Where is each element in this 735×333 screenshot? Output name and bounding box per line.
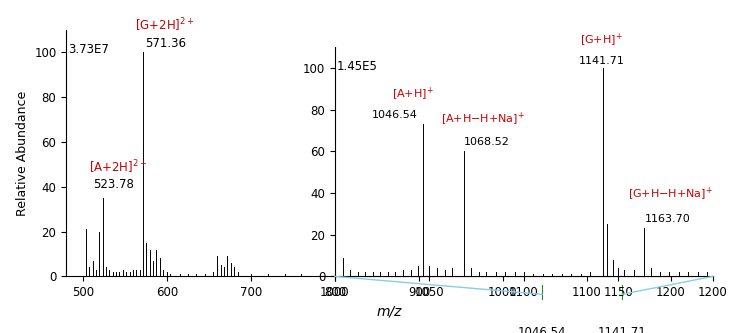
Text: [G+2H]$^{2+}$: [G+2H]$^{2+}$	[135, 17, 195, 34]
X-axis label: m/z: m/z	[377, 305, 402, 319]
Text: 3.73E7: 3.73E7	[68, 43, 109, 56]
Text: 1141.71: 1141.71	[598, 326, 646, 333]
Y-axis label: Relative Abundance: Relative Abundance	[15, 91, 29, 216]
Text: [A+2H]$^{2+}$: [A+2H]$^{2+}$	[89, 158, 147, 175]
Text: 523.78: 523.78	[93, 178, 134, 191]
Text: 1046.54: 1046.54	[517, 326, 566, 333]
Text: 571.36: 571.36	[145, 37, 186, 50]
